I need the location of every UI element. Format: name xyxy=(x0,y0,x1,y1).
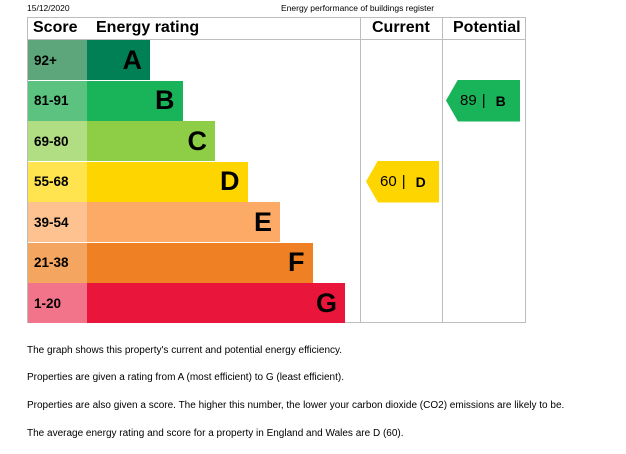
note-current-potential: The graph shows this property's current … xyxy=(27,345,343,356)
score-band-f: 21-38 xyxy=(28,242,87,283)
score-band-a: 92+ xyxy=(28,40,87,80)
potential-score: 89 xyxy=(460,92,477,109)
rating-bar-a: A xyxy=(87,40,150,80)
potential-rating-arrow: 89 | B xyxy=(446,79,520,122)
score-band-d: 55-68 xyxy=(28,161,87,202)
current-rating-arrow: 60 | D xyxy=(366,160,439,203)
current-column-divider xyxy=(360,17,361,323)
current-separator: | xyxy=(401,173,406,190)
rating-column-header: Energy rating xyxy=(96,19,200,36)
score-band-b: 81-91 xyxy=(28,80,87,121)
rating-bar-g: G xyxy=(87,283,345,323)
current-letter: D xyxy=(415,173,426,190)
note-score-meaning: Properties are also given a score. The h… xyxy=(27,400,565,411)
note-rating-scale: Properties are given a rating from A (mo… xyxy=(27,372,344,383)
score-column-header: Score xyxy=(33,19,78,36)
rating-bar-e: E xyxy=(87,202,280,242)
rating-bar-c: C xyxy=(87,121,215,161)
rating-bar-f: F xyxy=(87,242,313,283)
report-title: Energy performance of buildings register xyxy=(281,3,435,13)
header-divider xyxy=(27,39,526,40)
note-average: The average energy rating and score for … xyxy=(27,428,404,439)
score-band-c: 69-80 xyxy=(28,121,87,161)
potential-column-header: Potential xyxy=(453,19,521,36)
score-band-g: 1-20 xyxy=(28,283,87,323)
potential-letter: B xyxy=(495,92,506,109)
potential-separator: | xyxy=(481,92,486,109)
report-date: 15/12/2020 xyxy=(27,3,70,13)
rating-bar-b: B xyxy=(87,80,183,121)
rating-bar-d: D xyxy=(87,161,248,202)
current-column-header: Current xyxy=(372,19,430,36)
current-score: 60 xyxy=(380,173,397,190)
potential-column-divider xyxy=(442,17,443,323)
score-band-e: 39-54 xyxy=(28,202,87,242)
